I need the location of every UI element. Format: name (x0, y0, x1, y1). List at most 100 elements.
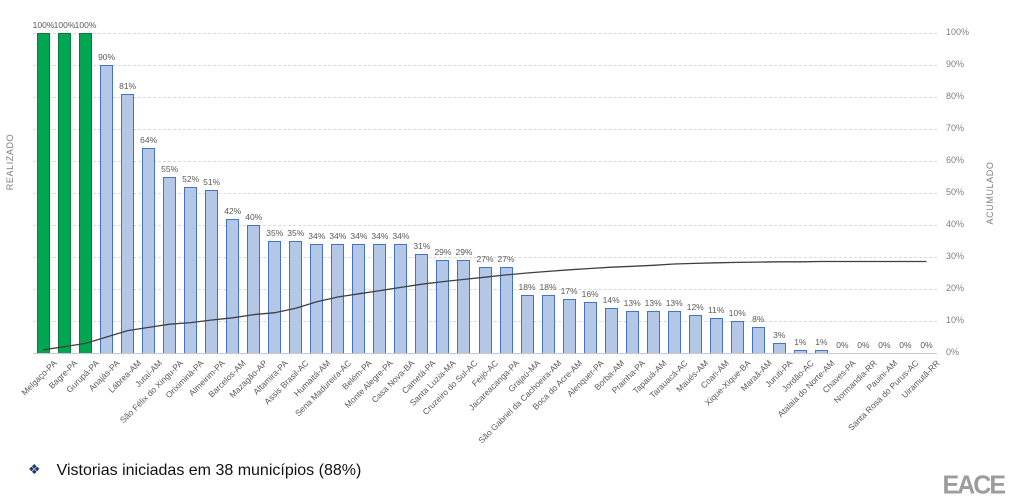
bar-value-label: 11% (708, 304, 725, 315)
bar (37, 33, 50, 353)
bar-value-label: 40% (245, 212, 263, 222)
bar (457, 260, 471, 353)
bar (646, 311, 660, 353)
bar (562, 298, 576, 353)
bar (751, 327, 765, 353)
bar-value-label: 55% (161, 164, 179, 174)
y-axis-tick: 90% (946, 59, 965, 69)
bar-value-label: 10% (728, 308, 746, 318)
y-axis-tick: 100% (946, 27, 970, 37)
bar-value-label: 13% (644, 298, 662, 309)
bar-value-label: 18% (539, 282, 557, 293)
bar-value-label: 0% (878, 340, 891, 350)
bar (415, 253, 429, 353)
y-axis-tick: 40% (946, 219, 965, 229)
footer-text: Vistorias iniciadas em 38 municípios (88… (56, 462, 362, 479)
bar (625, 311, 639, 353)
bar-value-label: 35% (266, 228, 284, 238)
bar (121, 93, 135, 353)
bar-value-label: 1% (794, 336, 807, 347)
bar-value-label: 100% (53, 20, 76, 30)
bar-value-label: 8% (752, 314, 765, 325)
bar-value-label: 0% (899, 340, 912, 350)
bar (772, 343, 786, 353)
bar (667, 311, 681, 353)
bar-value-label: 12% (686, 301, 704, 312)
y-axis-tick: 70% (946, 123, 965, 133)
bar-value-label: 100% (32, 20, 55, 30)
bar-value-label: 29% (434, 247, 452, 258)
bar (247, 225, 261, 353)
bar-value-label: 3% (773, 330, 786, 341)
right-axis-title: ACUMULADO (985, 161, 995, 225)
bar-value-label: 35% (287, 228, 305, 238)
bar-value-label: 0% (920, 340, 933, 350)
bar-value-label: 100% (74, 20, 97, 30)
bar-value-label: 18% (518, 282, 536, 293)
bar-value-label: 81% (119, 80, 137, 91)
plot-area: 100% 100% 100% 90% 81% 64% 55% 52% 51% 42% 40% 35% 3… (33, 21, 937, 354)
bar (604, 308, 618, 353)
bar (583, 301, 597, 353)
bar (205, 189, 219, 353)
bar-value-label: 27% (476, 253, 494, 264)
bar (373, 244, 387, 353)
bar (289, 241, 303, 353)
bar (793, 349, 807, 353)
gridline (33, 129, 937, 130)
y-axis-tick: 30% (946, 251, 965, 261)
bar-value-label: 17% (560, 285, 578, 296)
gridline (33, 97, 937, 98)
bar (58, 33, 72, 353)
bar-value-label: 52% (182, 173, 200, 184)
eace-logo: EACE (942, 470, 1006, 500)
bar (814, 349, 828, 353)
gridline (33, 193, 937, 194)
diamond-bullet-icon: ❖ (28, 461, 41, 477)
bar-value-label: 51% (203, 176, 221, 187)
bar (394, 244, 408, 353)
x-axis-line (33, 353, 937, 354)
cumulative-line (43, 260, 927, 351)
bar-value-label: 90% (98, 52, 116, 62)
bar-value-label: 13% (623, 298, 641, 309)
bar (163, 177, 177, 353)
bar-value-label: 34% (392, 231, 410, 242)
vistorias-combo-chart: REALIZADO ACUMULADO 100% 100% 100% 90% 81% 64… (5, 0, 995, 460)
bar-value-label: 64% (140, 135, 158, 146)
y-axis-tick: 80% (946, 91, 965, 101)
bar (520, 295, 534, 353)
bar-value-label: 42% (224, 205, 242, 216)
bar (352, 244, 366, 353)
y-axis-tick: 0% (946, 347, 960, 357)
y-axis-tick: 50% (946, 187, 965, 197)
bar-value-label: 13% (665, 298, 683, 309)
bar (184, 186, 198, 353)
bar (541, 295, 555, 353)
gridline (33, 257, 937, 258)
bar-value-label: 1% (815, 336, 828, 347)
gridline (33, 161, 937, 162)
footer-note: ❖ Vistorias iniciadas em 38 municípios (… (28, 461, 362, 480)
y-axis-tick: 20% (946, 283, 965, 293)
bar-value-label: 14% (602, 295, 620, 306)
bar-value-label: 34% (329, 231, 347, 242)
bar (499, 266, 513, 353)
bar (688, 314, 702, 353)
right-axis-tick-labels: 100% 90% 80% 70% 60% 50% 40% 30% 20% 10% 0% (946, 0, 986, 380)
bar-value-label: 27% (497, 253, 515, 264)
bar (226, 218, 240, 353)
bar-value-label: 16% (581, 288, 599, 299)
gridline (33, 65, 937, 66)
bar-value-label: 0% (857, 340, 870, 350)
left-axis-title: REALIZADO (5, 133, 15, 191)
bar-value-label: 34% (371, 231, 389, 242)
gridline (33, 225, 937, 226)
bar (436, 260, 450, 353)
bar (730, 321, 744, 353)
y-axis-tick: 60% (946, 155, 965, 165)
x-axis-labels: Melgaço-PA Bagre-PA Gurupá-PA Anajás-PA Lábr… (19, 356, 941, 460)
bar (709, 317, 723, 353)
gridline (33, 33, 937, 34)
